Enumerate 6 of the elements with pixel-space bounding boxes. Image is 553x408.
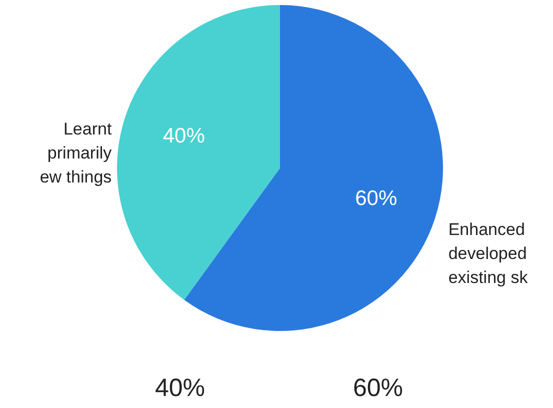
slice-label: Learnt primarily ew things (40, 119, 112, 186)
data-label: 60% (355, 187, 398, 210)
slice-label: Enhanced developed existing sk (448, 220, 528, 288)
data-label: 40% (162, 124, 205, 148)
text: 60% (352, 374, 404, 403)
text: 40% (154, 374, 206, 403)
